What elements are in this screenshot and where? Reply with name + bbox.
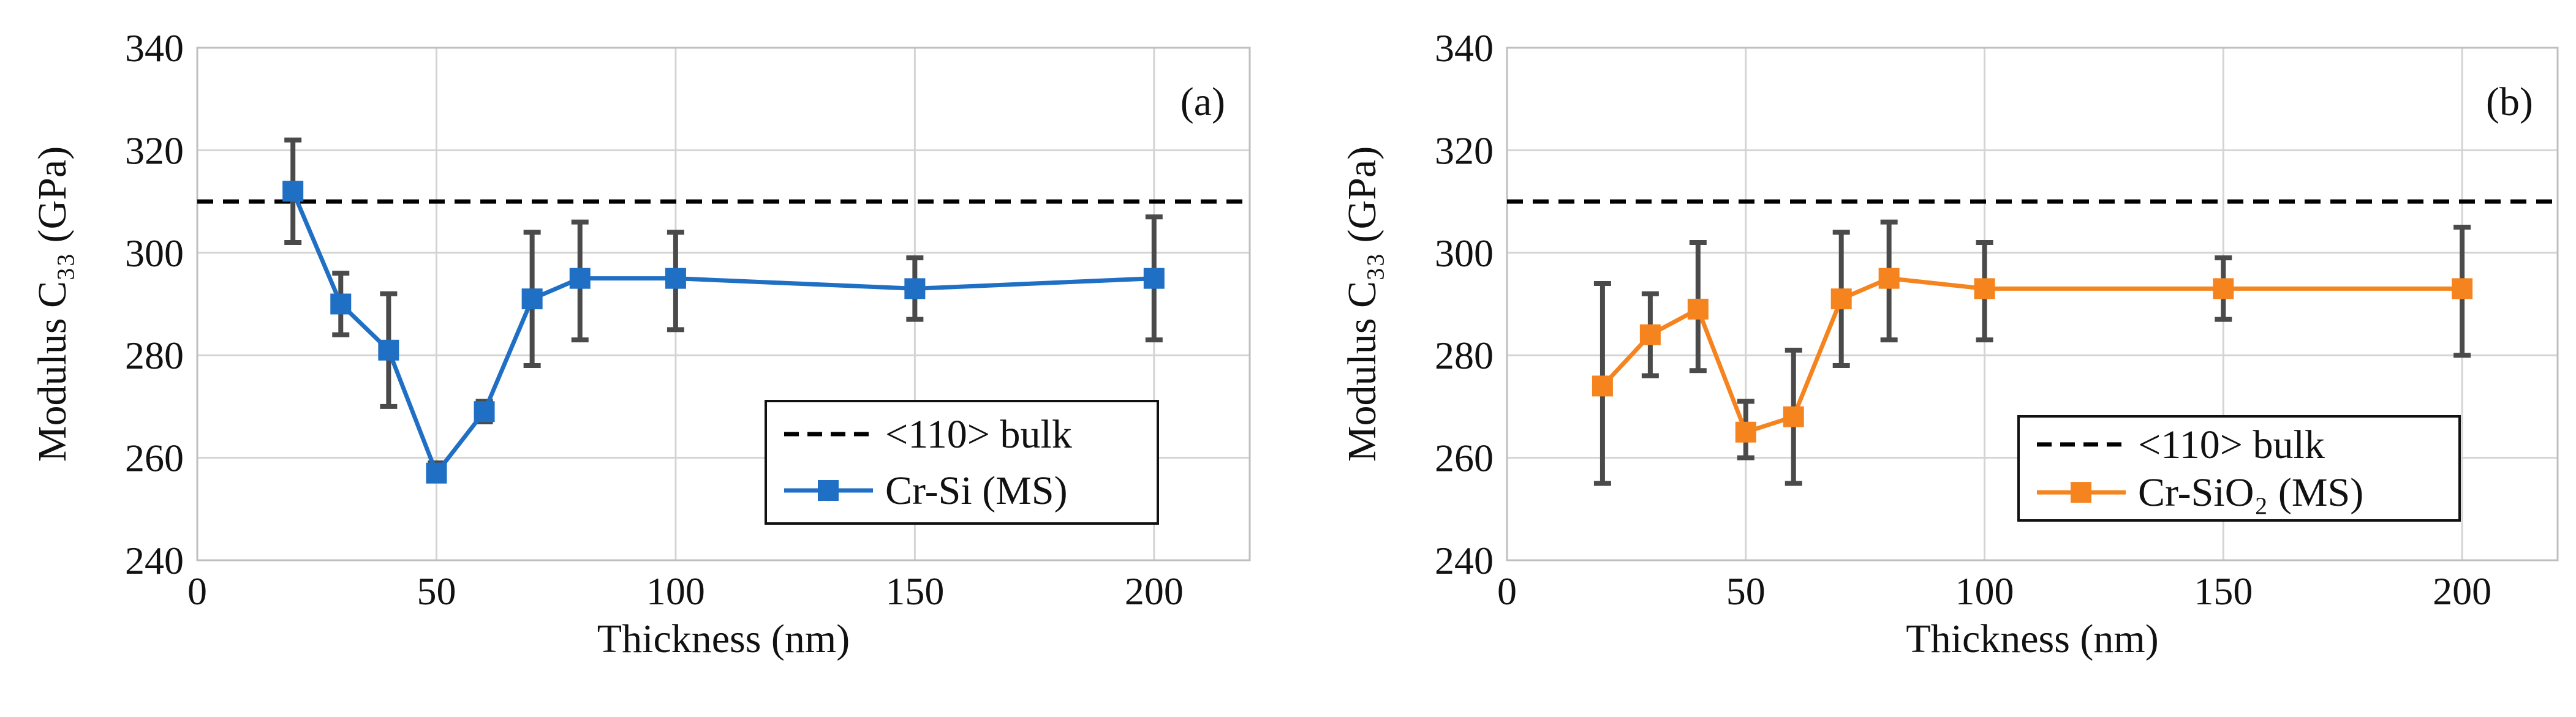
- x-tick-label: 200: [2433, 569, 2491, 613]
- series-0: [1592, 219, 2473, 486]
- data-point: [569, 268, 591, 289]
- data-point: [474, 401, 495, 422]
- y-tick-label: 340: [125, 26, 184, 70]
- y-tick-label: 240: [1435, 539, 1494, 582]
- legend-label-series: Cr-SiO₂ (MS): [2138, 470, 2363, 515]
- y-tick-label: 340: [1435, 26, 1494, 70]
- x-axis-label: Thickness (nm): [597, 617, 850, 661]
- x-tick-label: 50: [417, 569, 456, 613]
- data-point: [1735, 421, 1756, 443]
- chart-panel-a: 240 260 280 300 320 340 0 50 100 150 200 Thickness …: [30, 26, 1251, 661]
- legend-label-series: Cr-Si (MS): [885, 468, 1068, 513]
- data-point: [1974, 278, 1995, 299]
- x-tick-label: 50: [1726, 569, 1766, 613]
- data-point: [282, 181, 304, 202]
- y-tick-label: 260: [1435, 437, 1494, 480]
- panel-label: (a): [1180, 80, 1225, 124]
- x-axis-label: Thickness (nm): [1906, 617, 2158, 661]
- plot-frame: [1506, 47, 2559, 561]
- data-point: [1783, 406, 1804, 427]
- x-tick-label: 100: [646, 569, 705, 613]
- y-tick-label: 300: [1435, 231, 1494, 275]
- legend-label-bulk: <110> bulk: [885, 412, 1072, 457]
- y-axis-label: Modulus C₃₃ (GPa): [1340, 146, 1384, 462]
- legend-box: [2017, 415, 2461, 522]
- data-point: [2213, 278, 2234, 299]
- y-tick-label: 260: [125, 437, 184, 480]
- x-tick-label: 100: [1955, 569, 2014, 613]
- legend: <110> bulk Cr-Si (MS): [765, 400, 1159, 525]
- y-tick-label: 300: [125, 231, 184, 275]
- y-tick-label: 320: [1435, 129, 1494, 172]
- data-point: [378, 339, 399, 361]
- data-point: [1639, 324, 1661, 345]
- y-tick-label: 280: [125, 334, 184, 377]
- series-0: [282, 137, 1165, 484]
- data-point: [426, 462, 447, 484]
- legend-label-bulk: <110> bulk: [2138, 422, 2325, 467]
- x-tick-label: 150: [2194, 569, 2253, 613]
- data-point: [1592, 375, 1613, 397]
- y-tick-label: 240: [125, 539, 184, 582]
- legend-swatch-marker: [818, 480, 839, 501]
- x-tick-label: 200: [1125, 569, 1184, 613]
- series-line: [1601, 276, 2463, 435]
- y-tick-label: 320: [125, 129, 184, 172]
- legend-box: [765, 400, 1159, 525]
- data-point: [904, 278, 926, 299]
- y-axis-label: Modulus C₃₃ (GPa): [30, 146, 75, 462]
- data-point: [1830, 288, 1852, 310]
- x-tick-label: 0: [187, 569, 207, 613]
- series-line: [290, 190, 1154, 476]
- chart-panel-b: 240 260 280 300 320 340 0 50 100 150 200 Thickness …: [1340, 26, 2559, 661]
- x-tick-label: 0: [1497, 569, 1517, 613]
- data-point: [521, 288, 543, 310]
- data-point: [330, 293, 352, 315]
- data-point: [1687, 298, 1709, 320]
- data-point: [2452, 278, 2473, 299]
- legend-swatch-marker: [2071, 482, 2091, 503]
- plot-frame: [196, 47, 1251, 561]
- data-point: [1878, 268, 1900, 289]
- x-tick-label: 150: [885, 569, 944, 613]
- data-point: [665, 268, 686, 289]
- data-point: [1143, 268, 1165, 289]
- panel-label: (b): [2486, 80, 2533, 124]
- y-tick-label: 280: [1435, 334, 1494, 377]
